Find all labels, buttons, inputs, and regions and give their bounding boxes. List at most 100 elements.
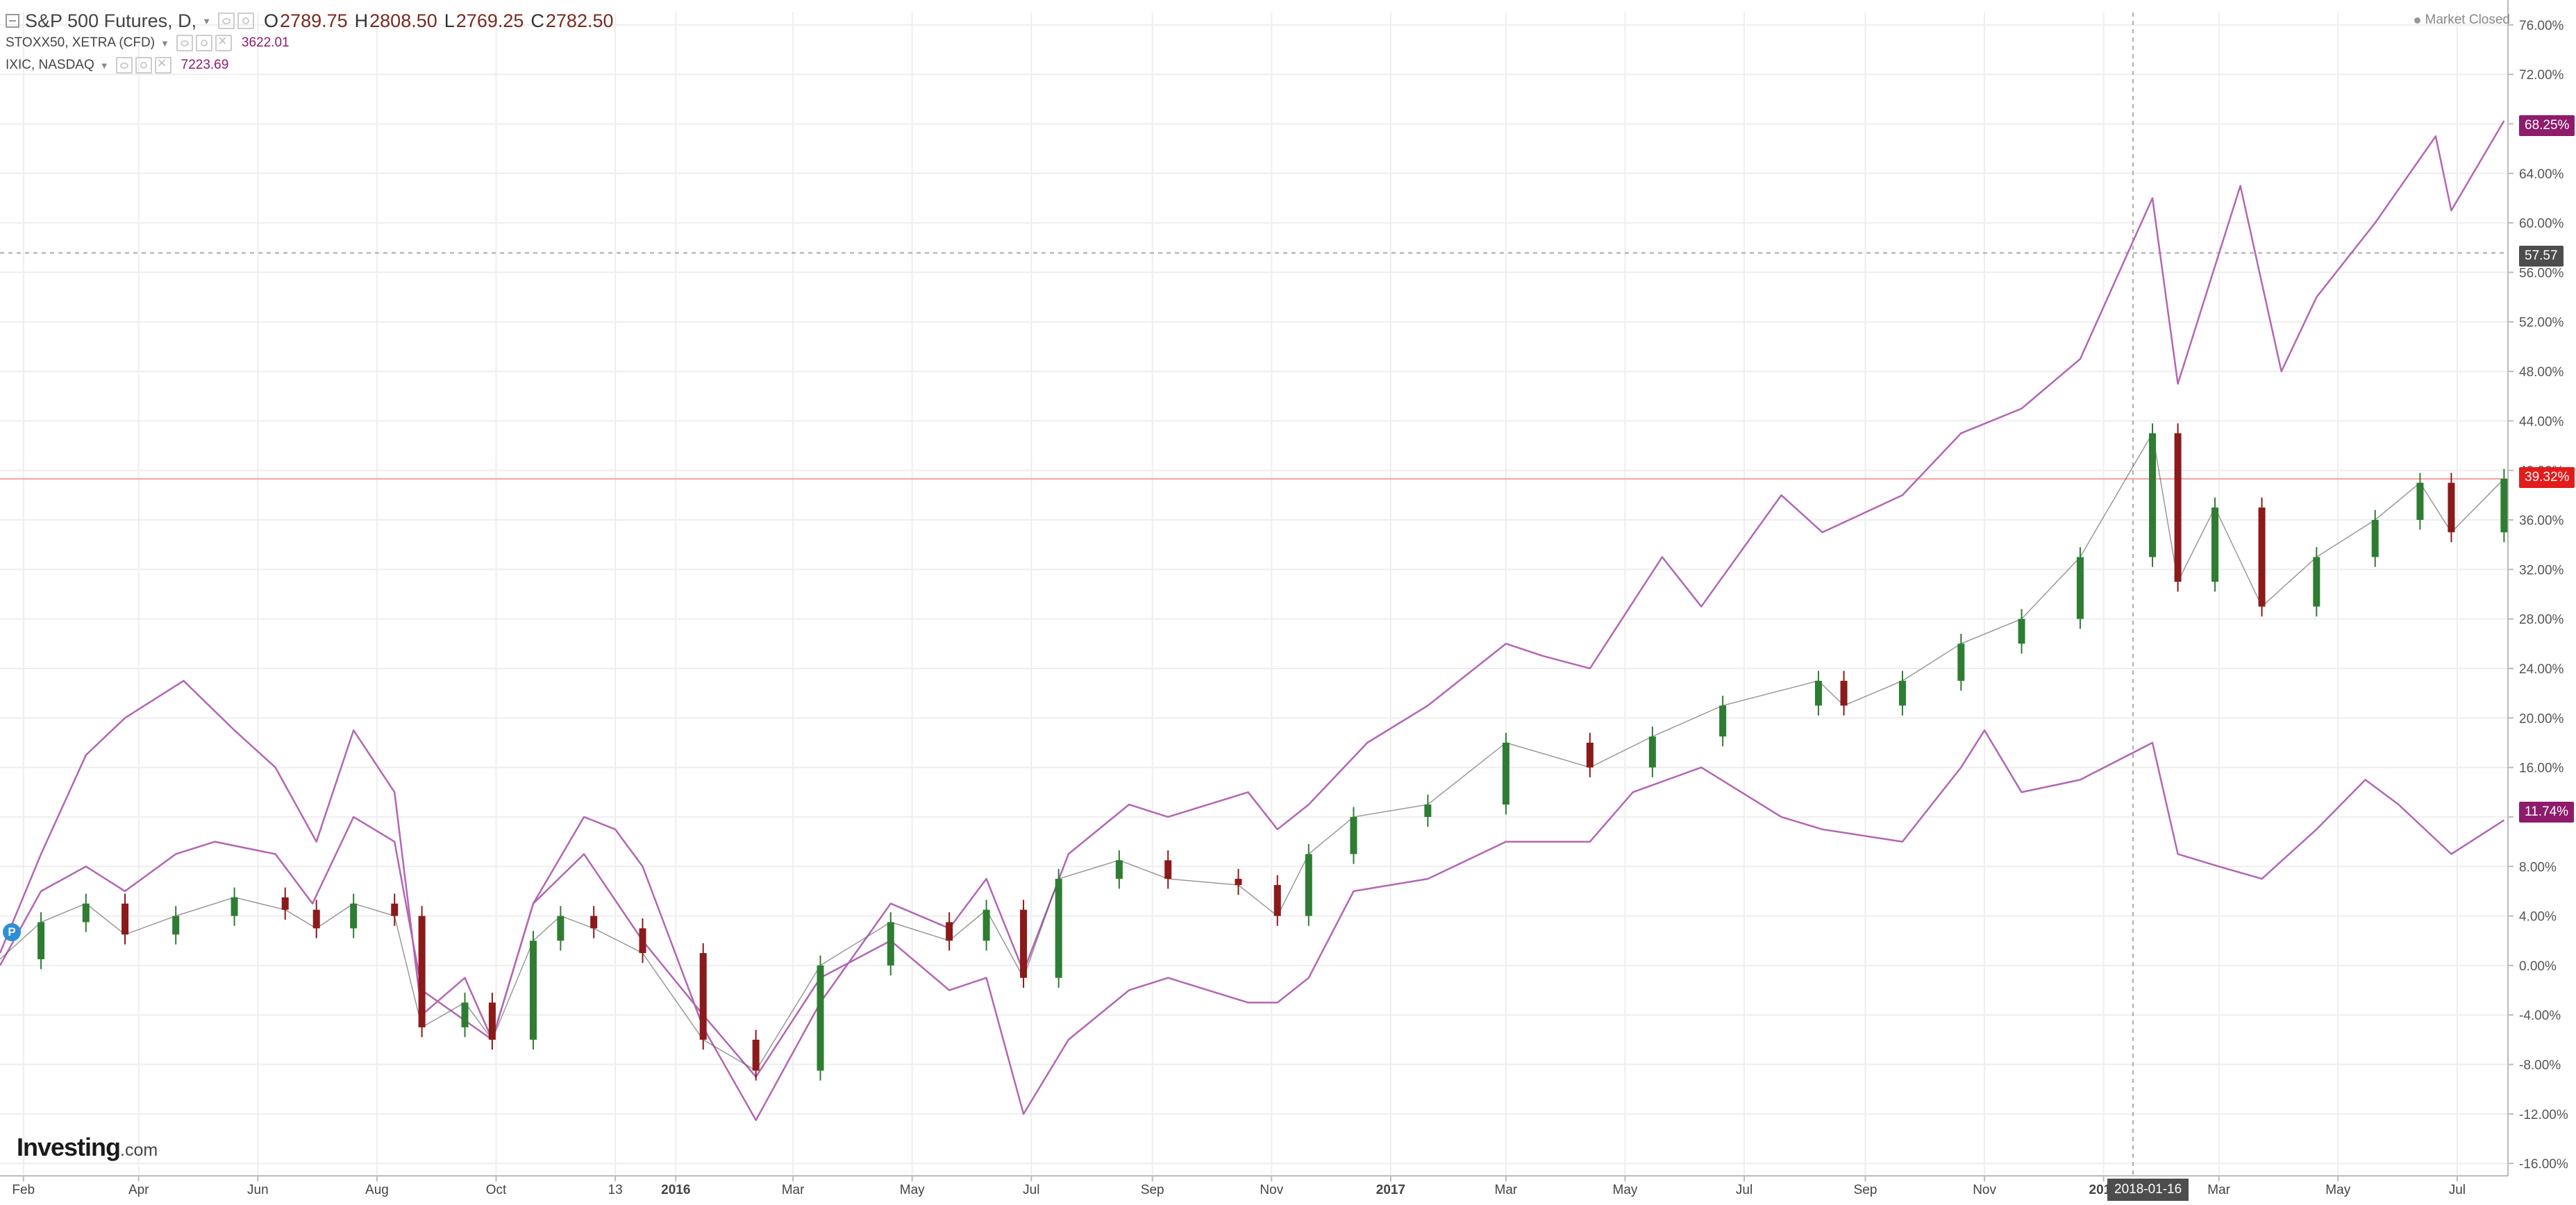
- y-tick-label: 36.00%: [2519, 514, 2564, 528]
- x-tick-label: Apr: [128, 1183, 149, 1197]
- x-tick-label: 2017: [1376, 1183, 1405, 1197]
- gear-icon[interactable]: [195, 35, 212, 51]
- candle-body: [1957, 643, 1965, 681]
- candle-body: [529, 941, 537, 1040]
- x-tick-label: Oct: [486, 1183, 507, 1197]
- x-tick-label: Sep: [1854, 1183, 1877, 1197]
- gear-icon[interactable]: [237, 12, 255, 29]
- legend: S&P 500 Futures, D, ▼ O 2789.75 H 2808.5…: [6, 10, 614, 76]
- compare-2-name[interactable]: IXIC, NASDAQ: [6, 58, 94, 72]
- candle-body: [1055, 879, 1062, 978]
- event-marker-icon[interactable]: P: [3, 923, 21, 941]
- x-tick-label: Nov: [1973, 1183, 1996, 1197]
- candle-body: [172, 916, 180, 935]
- crosshair-date-badge: 2018-01-16: [2107, 1179, 2189, 1201]
- eye-icon[interactable]: [176, 35, 193, 51]
- close-value: 2782.50: [545, 10, 614, 31]
- x-tick-label: Aug: [365, 1183, 389, 1197]
- x-tick-label: Jun: [247, 1183, 269, 1197]
- compare-2-value: 7223.69: [181, 58, 229, 72]
- x-tick-label: Jul: [2449, 1183, 2466, 1197]
- ixic-last-value-badge: 68.25%: [2519, 115, 2575, 136]
- x-tick-label: Jul: [1023, 1183, 1039, 1197]
- crosshair-value-badge: 57.57: [2519, 246, 2564, 267]
- market-status-text: Market Closed: [2425, 12, 2511, 27]
- investing-logo: Investing.com: [17, 1133, 158, 1162]
- close-label: C: [530, 10, 544, 31]
- stoxx-last-value-badge: 11.74%: [2519, 802, 2575, 823]
- x-tick-label: Mar: [2207, 1183, 2230, 1197]
- x-tick-label: Sep: [1141, 1183, 1164, 1197]
- candle-body: [752, 1039, 760, 1071]
- open-value: 2789.75: [280, 10, 348, 31]
- logo-suffix: .com: [120, 1140, 158, 1160]
- candle-body: [2018, 618, 2025, 644]
- candle-body: [488, 1002, 496, 1040]
- y-tick-label: 52.00%: [2519, 316, 2564, 330]
- candle-body: [312, 909, 320, 929]
- compare-1-value: 3622.01: [241, 35, 290, 50]
- x-tick-label: 13: [608, 1183, 623, 1197]
- candle-body: [2076, 557, 2084, 619]
- candle-body: [1020, 909, 1028, 978]
- candle-body: [2211, 507, 2219, 582]
- collapse-icon[interactable]: [6, 14, 19, 28]
- open-label: O: [264, 10, 279, 31]
- close-icon[interactable]: [154, 54, 172, 74]
- x-tick-label: Jul: [1736, 1183, 1753, 1197]
- candle-body: [1350, 816, 1357, 854]
- y-tick-label: 60.00%: [2519, 217, 2564, 231]
- gear-icon[interactable]: [135, 57, 152, 74]
- candle-body: [2500, 478, 2508, 532]
- candle-body: [557, 916, 564, 941]
- candle-body: [817, 965, 824, 1071]
- y-tick-label: 64.00%: [2519, 167, 2564, 182]
- candle-body: [1273, 885, 1281, 916]
- main-symbol-name[interactable]: S&P 500 Futures, D,: [25, 10, 197, 31]
- y-tick-label: 24.00%: [2519, 662, 2564, 677]
- x-tick-label: Nov: [1260, 1183, 1283, 1197]
- y-tick-label: 16.00%: [2519, 761, 2564, 776]
- eye-icon[interactable]: [115, 57, 133, 74]
- candle-body: [2149, 433, 2157, 557]
- x-tick-label: 2016: [661, 1183, 690, 1197]
- candle-body: [231, 897, 238, 916]
- high-value: 2808.50: [369, 10, 437, 31]
- low-value: 2769.25: [455, 10, 524, 31]
- y-tick-label: -12.00%: [2519, 1108, 2568, 1122]
- candle-body: [887, 922, 894, 966]
- legend-compare-row-2: IXIC, NASDAQ ▼ 7223.69: [6, 54, 614, 76]
- chevron-down-icon[interactable]: ▼: [99, 60, 109, 71]
- y-tick-label: 20.00%: [2519, 711, 2564, 726]
- candle-body: [1586, 742, 1594, 768]
- compare-1-name[interactable]: STOXX50, XETRA (CFD): [6, 35, 156, 50]
- candle-body: [418, 916, 426, 1028]
- sp500-last-value-badge: 39.32%: [2519, 467, 2575, 488]
- eye-icon[interactable]: [218, 12, 235, 29]
- legend-compare-row-1: STOXX50, XETRA (CFD) ▼ 3622.01: [6, 32, 614, 54]
- candle-body: [350, 903, 358, 929]
- x-tick-label: May: [2325, 1183, 2350, 1197]
- candle-body: [391, 903, 399, 916]
- chevron-down-icon[interactable]: ▼: [202, 15, 212, 26]
- market-status: Market Closed: [2414, 12, 2511, 28]
- chevron-down-icon[interactable]: ▼: [160, 37, 169, 49]
- y-tick-label: 4.00%: [2519, 910, 2557, 925]
- y-tick-label: 32.00%: [2519, 563, 2564, 578]
- status-dot-icon: [2414, 17, 2420, 24]
- close-icon[interactable]: [215, 32, 232, 51]
- low-label: L: [444, 10, 455, 31]
- candle-body: [1648, 736, 1656, 768]
- candle-body: [1115, 860, 1123, 879]
- series-line-ixic: [0, 120, 2505, 1122]
- y-tick-label: 28.00%: [2519, 613, 2564, 627]
- candle-body: [2258, 507, 2266, 607]
- x-tick-label: May: [1613, 1183, 1638, 1197]
- x-tick-label: Feb: [12, 1183, 35, 1197]
- candle-body: [946, 922, 953, 941]
- y-tick-label: 48.00%: [2519, 365, 2564, 380]
- candle-body: [2371, 520, 2379, 557]
- candle-body: [1305, 854, 1312, 916]
